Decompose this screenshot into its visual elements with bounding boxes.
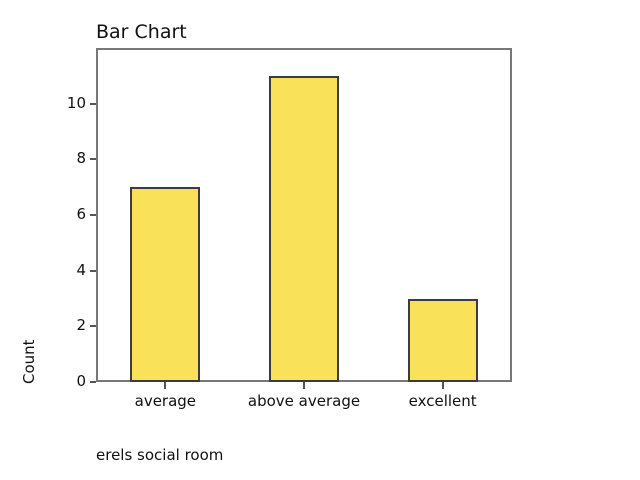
y-axis-title: Count — [20, 339, 38, 384]
plot-area — [96, 48, 512, 382]
y-tick-label: 8 — [76, 149, 86, 168]
x-tick-mark — [303, 382, 305, 389]
y-tick-mark — [90, 325, 96, 328]
y-tick-mark — [90, 158, 96, 161]
x-tick-label: average — [134, 392, 197, 410]
x-axis-caption: erels social room — [96, 446, 224, 464]
y-tick-mark — [90, 214, 96, 216]
x-tick-mark — [164, 382, 167, 389]
y-tick-mark — [90, 269, 96, 272]
x-tick-label: above average — [247, 392, 361, 410]
x-tick-label: excellent — [408, 392, 477, 410]
y-tick-label: 10 — [66, 93, 86, 112]
y-tick-label: 0 — [76, 372, 86, 390]
x-tick-mark — [441, 382, 444, 389]
bar-excellent — [407, 298, 478, 382]
y-tick-label: 4 — [76, 260, 86, 279]
y-tick-mark — [90, 102, 96, 105]
y-tick-mark — [90, 381, 96, 383]
chart-title: Bar Chart — [96, 21, 187, 43]
bar-above-average — [269, 75, 339, 382]
y-tick-label: 6 — [76, 205, 86, 223]
bar-average — [130, 187, 201, 382]
y-tick-label: 2 — [76, 316, 86, 335]
